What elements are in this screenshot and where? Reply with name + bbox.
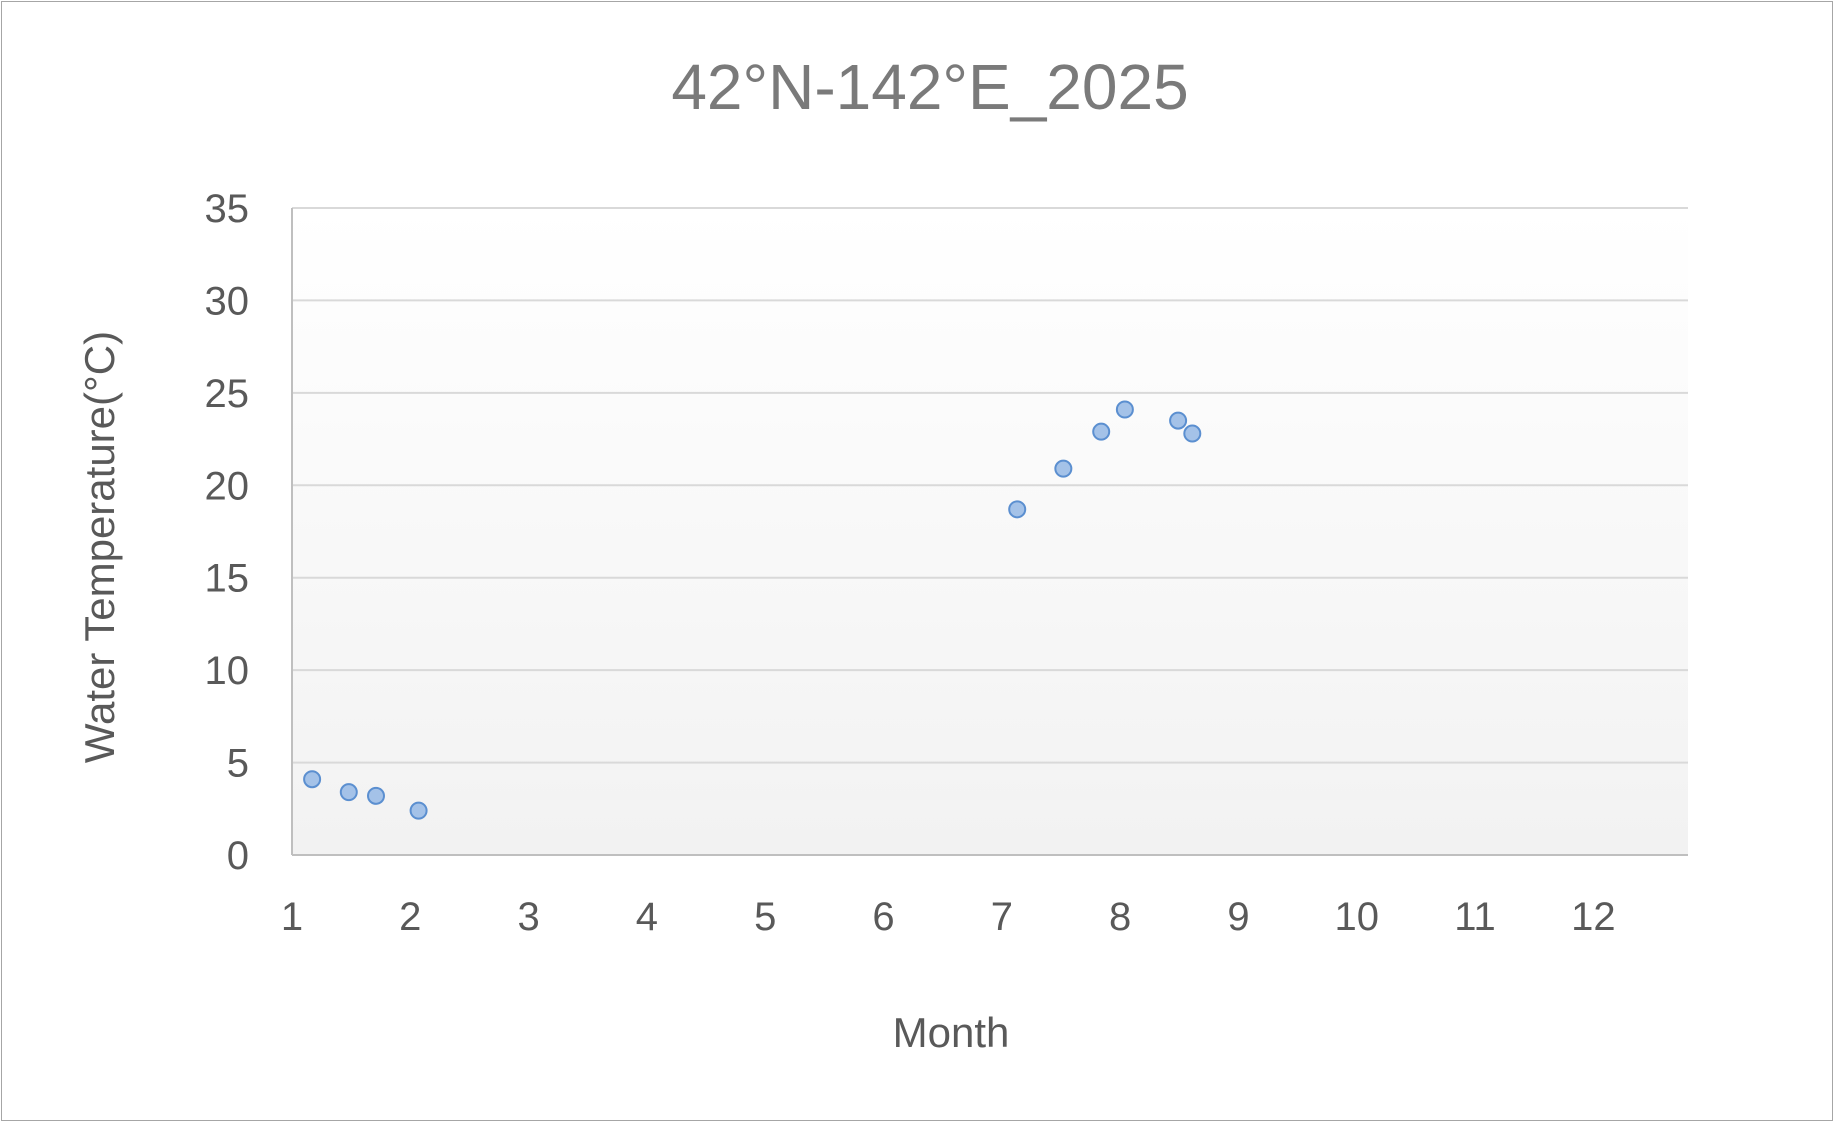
y-tick-label: 15 xyxy=(205,557,250,601)
y-tick-label: 5 xyxy=(227,742,249,786)
data-point xyxy=(366,786,385,805)
data-points xyxy=(303,400,1202,820)
y-tick-label: 0 xyxy=(227,834,249,878)
chart-title: 42°N-142°E_2025 xyxy=(671,51,1188,123)
data-point xyxy=(1008,500,1027,519)
data-point xyxy=(1092,422,1111,441)
x-tick-label: 10 xyxy=(1334,895,1379,939)
x-tick-label: 2 xyxy=(399,895,421,939)
x-tick-label: 9 xyxy=(1227,895,1249,939)
data-point xyxy=(1169,411,1188,430)
axes xyxy=(291,208,1688,856)
data-point xyxy=(1054,459,1073,478)
x-tick-label: 5 xyxy=(754,895,776,939)
data-point xyxy=(1115,400,1134,419)
x-tick-label: 4 xyxy=(636,895,658,939)
data-point xyxy=(1183,424,1202,443)
x-tick-label: 1 xyxy=(281,895,303,939)
y-tick-label: 35 xyxy=(205,187,250,231)
x-tick-label: 11 xyxy=(1454,895,1496,939)
x-tick-label: 12 xyxy=(1571,895,1616,939)
y-axis-title: Water Temperature(°C) xyxy=(76,331,123,763)
x-tick-label: 6 xyxy=(872,895,894,939)
y-tick-label: 25 xyxy=(205,372,250,416)
y-tick-label: 10 xyxy=(205,649,250,693)
x-tick-labels: 1 2 3 4 5 6 7 8 9 10 11 12 xyxy=(281,895,1616,939)
y-tick-label: 30 xyxy=(205,279,250,323)
x-tick-label: 7 xyxy=(991,895,1013,939)
y-tick-labels: 0 5 10 15 20 25 30 35 xyxy=(205,187,250,878)
x-axis-title: Month xyxy=(893,1009,1010,1056)
x-tick-label: 8 xyxy=(1109,895,1131,939)
y-tick-label: 20 xyxy=(205,464,250,508)
data-point xyxy=(339,783,358,802)
grid-lines xyxy=(292,207,1688,764)
plot-area xyxy=(292,208,1688,855)
data-point xyxy=(303,770,322,789)
data-point xyxy=(409,801,428,820)
x-tick-label: 3 xyxy=(517,895,539,939)
